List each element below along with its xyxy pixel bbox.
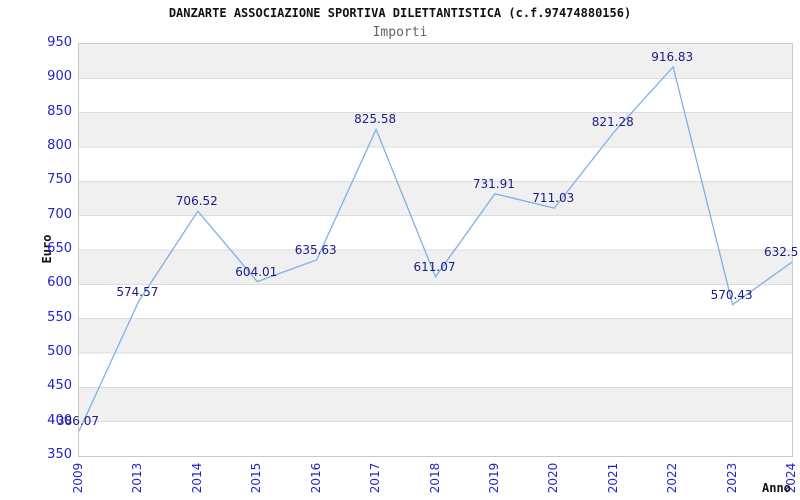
y-tick-label: 550	[47, 309, 72, 325]
data-point-label: 706.52	[175, 194, 218, 209]
data-point-label: 731.91	[472, 176, 515, 191]
x-tick-label: 2009	[71, 462, 85, 494]
x-tick-label: 2018	[427, 462, 442, 494]
y-tick-label: 350	[47, 447, 72, 462]
x-tick-label: 2015	[249, 462, 264, 494]
data-point-label: 821.28	[591, 115, 634, 130]
y-tick-label: 800	[47, 138, 72, 153]
y-tick-label: 500	[47, 344, 72, 359]
data-point-label: 632.5	[764, 245, 799, 259]
x-tick-label: 2023	[724, 462, 739, 494]
chart-title: DANZARTE ASSOCIAZIONE SPORTIVA DILETTANT…	[168, 6, 632, 20]
plot-band	[79, 44, 792, 79]
y-tick-label: 450	[47, 378, 72, 394]
plot-band	[79, 387, 792, 422]
x-tick-label: 2019	[486, 462, 501, 494]
y-tick-label: 700	[47, 206, 72, 222]
y-tick-label: 600	[47, 275, 72, 291]
x-tick-label: 2016	[308, 462, 323, 494]
plot-band	[79, 318, 792, 353]
y-tick-label: 400	[47, 412, 72, 428]
x-tick-label: 2013	[130, 462, 145, 494]
plot-area	[78, 43, 793, 457]
x-tick-label: 2017	[368, 462, 383, 494]
x-tick-label: 2020	[546, 462, 561, 494]
data-point-label: 916.83	[651, 49, 694, 64]
data-point-label: 635.63	[294, 242, 337, 257]
plot-band	[79, 181, 792, 216]
x-tick-label: 2021	[605, 462, 620, 494]
line-chart-canvas	[79, 44, 792, 432]
x-axis-label: Anno	[762, 481, 791, 495]
data-point-label: 386.07	[57, 414, 99, 429]
data-point-label: 604.01	[235, 264, 278, 279]
data-point-label: 611.07	[413, 259, 456, 274]
data-point-label: 825.58	[354, 112, 397, 127]
y-tick-label: 850	[47, 103, 72, 119]
x-tick-label: 2014	[189, 462, 204, 494]
y-tick-label: 750	[47, 172, 72, 188]
x-tick-label: 2022	[665, 462, 680, 494]
data-point-label: 570.43	[710, 287, 753, 302]
y-tick-label: 950	[47, 35, 72, 50]
chart-subtitle: Importi	[372, 25, 428, 40]
plot-band	[79, 112, 792, 147]
data-point-label: 574.57	[116, 284, 159, 299]
data-line	[79, 65, 792, 432]
y-tick-label: 650	[47, 241, 72, 256]
plot-band	[79, 250, 792, 285]
y-tick-label: 900	[47, 69, 72, 85]
data-point-label: 711.03	[532, 191, 575, 206]
